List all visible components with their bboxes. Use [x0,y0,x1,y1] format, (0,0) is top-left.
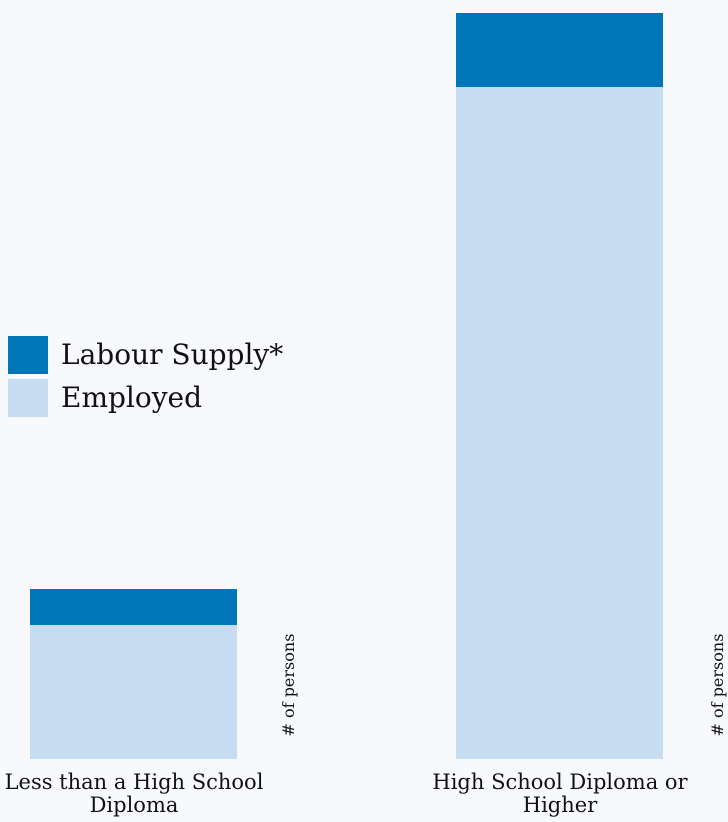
bar-labour-supply-1 [456,13,663,87]
legend-label-employed: Employed [61,380,203,414]
y-axis-label-left: # of persons [279,633,298,737]
bar-employed-1 [456,87,663,759]
category-label-line-2: Higher [522,792,598,817]
legend: Labour Supply* Employed [8,333,283,419]
category-label-line-2: Diploma [89,792,179,817]
bar-labour-supply-0 [30,589,237,625]
y-axis-label-right: # of persons [708,633,727,737]
legend-label-labour-supply: Labour Supply* [61,337,284,371]
category-label-less-than-high-school: Less than a High School Diploma [0,771,284,816]
legend-swatch-employed [8,378,48,417]
category-label-high-school-or-higher: High School Diploma or Higher [410,771,710,816]
legend-item-employed: Employed [8,376,283,419]
category-label-line-1: Less than a High School [4,770,264,794]
category-label-line-1: High School Diploma or [432,770,688,794]
legend-item-labour-supply: Labour Supply* [8,333,283,376]
legend-swatch-labour-supply [8,335,48,374]
bar-employed-0 [30,625,237,759]
